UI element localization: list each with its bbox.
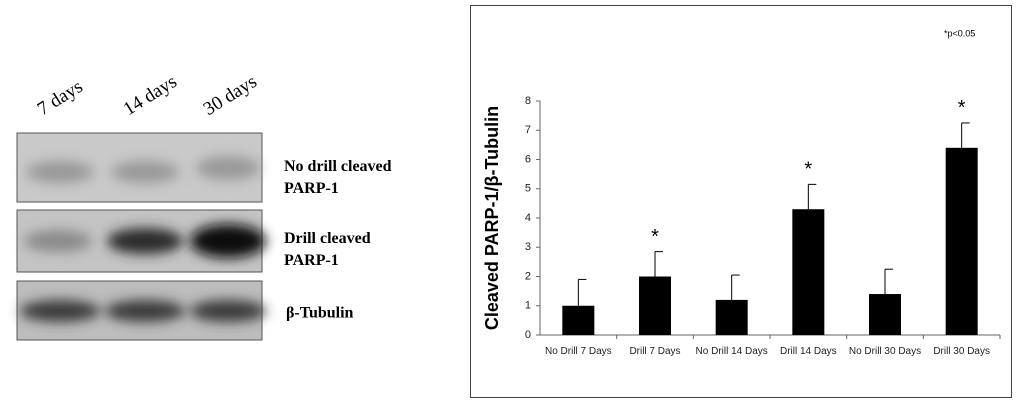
y-tick-label: 7 — [525, 124, 531, 136]
band — [190, 300, 266, 322]
lane-label: 7 days — [34, 76, 87, 120]
bar — [715, 299, 748, 335]
y-tick-label: 6 — [525, 153, 531, 165]
bands — [20, 156, 266, 322]
y-tick-label: 1 — [525, 300, 531, 312]
row-label-box: Drill cleaved PARP-1 — [284, 230, 371, 269]
band — [107, 228, 183, 254]
lane-label: 14 days — [120, 71, 181, 120]
error-bar — [654, 251, 663, 277]
x-tick-label: No Drill 30 Days — [848, 346, 922, 357]
band — [24, 230, 92, 252]
y-tick-label: 0 — [525, 329, 531, 341]
x-tick-label: Drill 7 Days — [629, 346, 681, 357]
significance-marker: * — [804, 159, 812, 181]
x-tick-label: No Drill 14 Days — [695, 346, 768, 357]
y-tick-label: 2 — [525, 270, 531, 282]
lane-label: 30 days — [200, 71, 261, 120]
x-tick-label: Drill 14 Days — [779, 346, 837, 357]
error-bar — [731, 274, 740, 300]
band — [105, 300, 185, 322]
row-label: No drill cleaved PARP-1 — [284, 158, 392, 197]
bar — [562, 305, 595, 335]
row-label: β-Tubulin — [286, 305, 354, 322]
y-tick-label: 3 — [525, 241, 531, 253]
band — [196, 156, 260, 180]
x-tick-label: Drill 30 Days — [933, 346, 990, 357]
y-tick-label: 8 — [525, 95, 531, 107]
band — [20, 300, 100, 322]
blot: 7 days 14 days 30 days — [16, 71, 266, 341]
y-tick-label: 4 — [525, 212, 531, 224]
chart-frame — [470, 5, 1012, 398]
band — [111, 161, 179, 183]
error-bar — [577, 278, 587, 306]
band — [190, 224, 266, 258]
bar — [639, 276, 671, 335]
bar — [792, 209, 825, 335]
band — [26, 161, 94, 183]
y-axis-label: Cleaved PARP-1/β-Tubulin — [482, 106, 502, 330]
error-bar — [884, 268, 893, 295]
note: *p<0.05 — [944, 28, 975, 38]
significance-marker: * — [651, 226, 659, 248]
error-bar — [961, 122, 970, 148]
bar — [869, 294, 901, 335]
x-tick-label: No Drill 7 Days — [544, 346, 612, 357]
y-tick-label: 5 — [525, 183, 531, 195]
bar — [945, 147, 978, 335]
row-label-box: No drill cleaved PARP-1 — [284, 158, 392, 197]
row-label: Drill cleaved PARP-1 — [284, 230, 371, 269]
significance-marker: * — [958, 97, 966, 119]
error-bar — [807, 183, 817, 210]
